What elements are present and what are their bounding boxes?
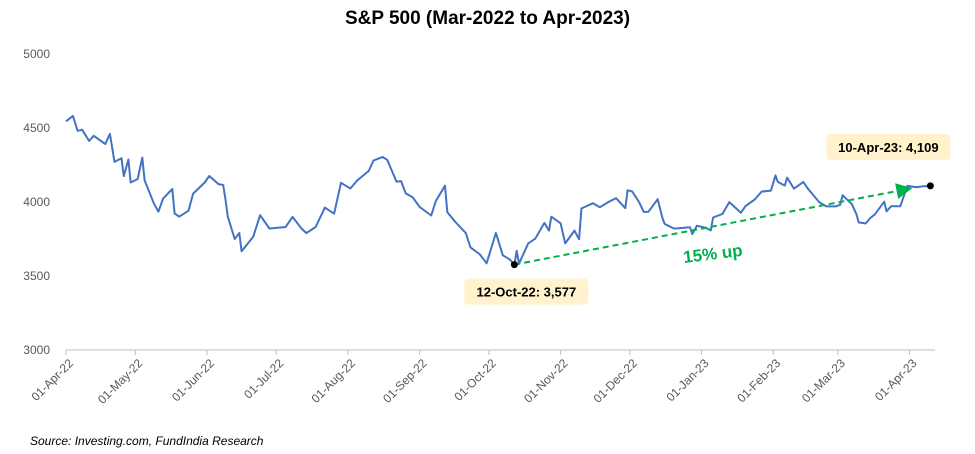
y-tick-label: 3000 [23,343,50,357]
y-tick-label: 4000 [23,195,50,209]
callout-label: 12-Oct-22: 3,577 [476,285,576,300]
callout-box [464,278,589,305]
x-tick-label: 01-Jul-22 [241,356,287,402]
series-layer [65,114,931,266]
annotation-point [510,261,518,269]
x-tick-label: 01-Jun-22 [169,356,217,404]
trend-arrow [514,183,913,266]
y-axis: 5000 4500 4000 3500 3000 [23,47,50,357]
y-tick-label: 5000 [23,47,50,61]
x-tick-label: 01-Mar-23 [799,356,848,405]
trend-label: 15% up [682,241,743,267]
x-tick-label: 01-May-22 [95,356,146,407]
source-note: Source: Investing.com, FundIndia Researc… [30,434,264,448]
x-axis: 01-Apr-22 01-May-22 01-Jun-22 01-Jul-22 01-A… [28,349,935,407]
x-tick-label: 01-Dec-22 [590,356,640,406]
x-tick-label: 01-Jan-23 [664,356,712,404]
x-tick-label: 01-Apr-22 [28,356,76,404]
x-tick-label: 01-Feb-23 [734,356,783,405]
x-tick-label: 01-Nov-22 [521,356,571,406]
y-tick-label: 4500 [23,121,50,135]
annotation-point [926,182,934,190]
callout-label: 10-Apr-23: 4,109 [838,140,938,155]
chart-title: S&P 500 (Mar-2022 to Apr-2023) [344,8,631,29]
annotation-layer: 15% up 12-Oct-22: 3,577 10-Apr-23: 4,109 [464,133,951,305]
x-tick-label: 01-Apr-23 [872,356,920,404]
x-tick-label: 01-Aug-22 [308,356,358,406]
x-tick-label: 01-Oct-22 [451,356,499,404]
callout-box [826,133,951,160]
x-tick-label: 01-Sep-22 [380,356,430,406]
series-line [65,114,931,266]
y-tick-label: 3500 [23,269,50,283]
